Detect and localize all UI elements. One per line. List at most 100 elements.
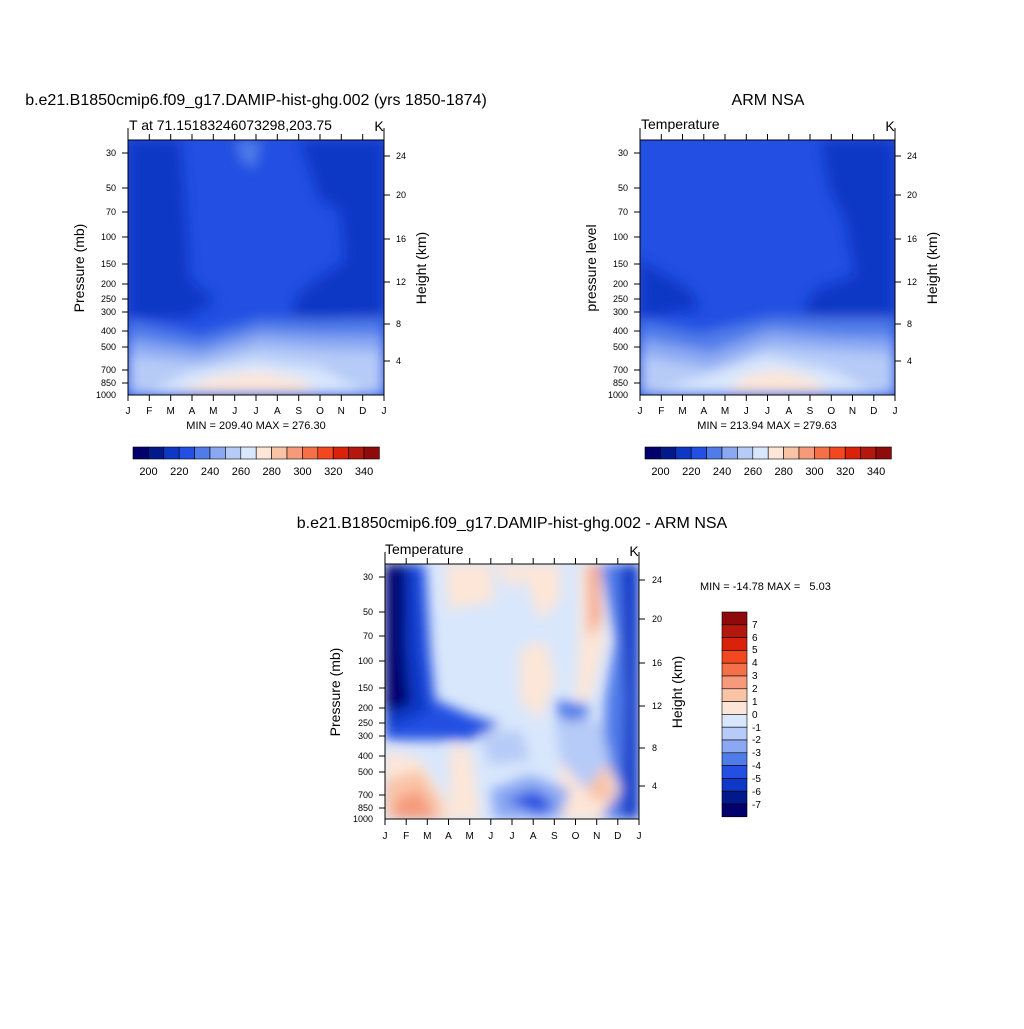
- y-tick: 50: [106, 183, 116, 193]
- x-tick: J: [126, 406, 131, 417]
- y-tick: 400: [358, 751, 373, 761]
- x-tick: J: [893, 406, 898, 417]
- x-tick: A: [785, 406, 792, 417]
- colorbar-label: 320: [836, 466, 854, 478]
- y-tick: 850: [358, 803, 373, 813]
- x-tick: J: [744, 406, 749, 417]
- colorbar-swatch: [721, 726, 748, 741]
- y-tick: 1000: [608, 390, 628, 400]
- y-tick: 850: [613, 378, 628, 388]
- colorbar-label: 200: [139, 466, 157, 478]
- y-tick: 30: [618, 148, 628, 158]
- colorbar-label: -2: [752, 735, 761, 746]
- y-tick: 50: [363, 607, 373, 617]
- x-tick: F: [403, 831, 409, 842]
- y-tick: 500: [101, 342, 116, 352]
- panel-model-title: b.e21.B1850cmip6.f09_g17.DAMIP-hist-ghg.…: [25, 92, 487, 109]
- colorbar-label: 280: [263, 466, 281, 478]
- panel-diff-xticks: J F M A M J J A S O N D J: [383, 831, 642, 842]
- panel-obs-colorbar: 200 220 240 260 280 300 320 340: [644, 446, 892, 478]
- y-tick: 100: [101, 232, 116, 242]
- x-tick: J: [765, 406, 770, 417]
- y-tick: 700: [613, 365, 628, 375]
- x-tick: O: [827, 406, 835, 417]
- y-tick: 70: [363, 631, 373, 641]
- y-tick: 250: [358, 718, 373, 728]
- colorbar-swatch: [814, 446, 831, 460]
- x-tick: M: [466, 831, 474, 842]
- colorbar-swatch: [875, 446, 892, 460]
- colorbar-swatch: [767, 446, 784, 460]
- colorbar-label: 240: [713, 466, 731, 478]
- y-tick: 30: [363, 572, 373, 582]
- panel-diff: b.e21.B1850cmip6.f09_g17.DAMIP-hist-ghg.…: [297, 515, 831, 842]
- panel-diff-stats: MIN = -14.78 MAX = 5.03: [700, 581, 831, 593]
- y-tick: 100: [358, 656, 373, 666]
- x-tick: A: [700, 406, 707, 417]
- panel-obs-ylabel-right: Height (km): [924, 232, 940, 304]
- y-tick: 250: [101, 294, 116, 304]
- x-tick: J: [382, 406, 387, 417]
- colorbar-swatch: [690, 446, 707, 460]
- panel-obs-subtitle: Temperature: [641, 116, 720, 132]
- colorbar-label: 260: [744, 466, 762, 478]
- colorbar-swatch: [721, 688, 748, 702]
- y-tick: 100: [613, 232, 628, 242]
- y-tick: 200: [613, 279, 628, 289]
- colorbar-swatch: [332, 446, 349, 460]
- panel-obs-title: ARM NSA: [732, 92, 805, 109]
- panel-model-colorbar: 200 220 240 260 280 300 320 340: [132, 446, 380, 478]
- colorbar-swatch: [844, 446, 861, 460]
- x-tick: M: [721, 406, 729, 417]
- colorbar-swatch: [860, 446, 877, 460]
- height-tick: 20: [652, 614, 662, 624]
- x-tick: J: [254, 406, 259, 417]
- y-tick: 50: [618, 183, 628, 193]
- colorbar-swatches: [721, 611, 748, 818]
- x-tick: S: [295, 406, 302, 417]
- colorbar-label: 220: [682, 466, 700, 478]
- panel-diff-field: [385, 564, 639, 819]
- x-tick: A: [445, 831, 452, 842]
- colorbar-swatch: [721, 765, 748, 779]
- panel-diff-yticks: 30 50 70 100 150 200 250 300 400 500 700…: [353, 572, 373, 824]
- y-tick: 70: [618, 207, 628, 217]
- height-tick: 8: [396, 319, 401, 329]
- y-tick: 70: [106, 207, 116, 217]
- colorbar-swatch: [286, 446, 303, 460]
- height-tick: 12: [396, 277, 406, 287]
- colorbar-swatches: [132, 446, 380, 460]
- colorbar-swatch: [163, 446, 180, 460]
- colorbar-swatch: [225, 446, 242, 460]
- colorbar-swatch: [783, 446, 800, 460]
- colorbar-label: -7: [752, 800, 761, 811]
- height-tick: 4: [907, 356, 912, 366]
- panel-model-xticks: J F M A M J J A S O N D J: [126, 406, 387, 417]
- y-tick: 700: [358, 790, 373, 800]
- colorbar-swatch: [721, 662, 748, 677]
- height-tick: 4: [652, 781, 657, 791]
- x-tick: M: [167, 406, 175, 417]
- colorbar-label: -1: [752, 723, 761, 734]
- y-tick: 500: [613, 342, 628, 352]
- panel-model-units: K: [374, 118, 384, 134]
- panel-model-field: [128, 140, 384, 395]
- colorbar-swatch: [255, 446, 272, 460]
- x-tick: F: [146, 406, 152, 417]
- y-tick: 150: [613, 259, 628, 269]
- panel-diff-title: b.e21.B1850cmip6.f09_g17.DAMIP-hist-ghg.…: [297, 515, 728, 532]
- colorbar-swatch: [721, 714, 748, 728]
- x-tick: O: [572, 831, 580, 842]
- x-tick: J: [637, 831, 642, 842]
- panel-model-stats: MIN = 209.40 MAX = 276.30: [186, 420, 325, 432]
- colorbar-swatch: [660, 446, 677, 460]
- y-tick: 200: [358, 703, 373, 713]
- colorbar-swatch: [194, 446, 211, 460]
- colorbar-swatch: [706, 446, 723, 460]
- colorbar-swatch: [675, 446, 692, 460]
- colorbar-swatch: [148, 446, 165, 460]
- y-tick: 150: [101, 259, 116, 269]
- colorbar-swatch: [721, 650, 748, 664]
- y-tick: 300: [358, 731, 373, 741]
- colorbar-label: -5: [752, 774, 761, 785]
